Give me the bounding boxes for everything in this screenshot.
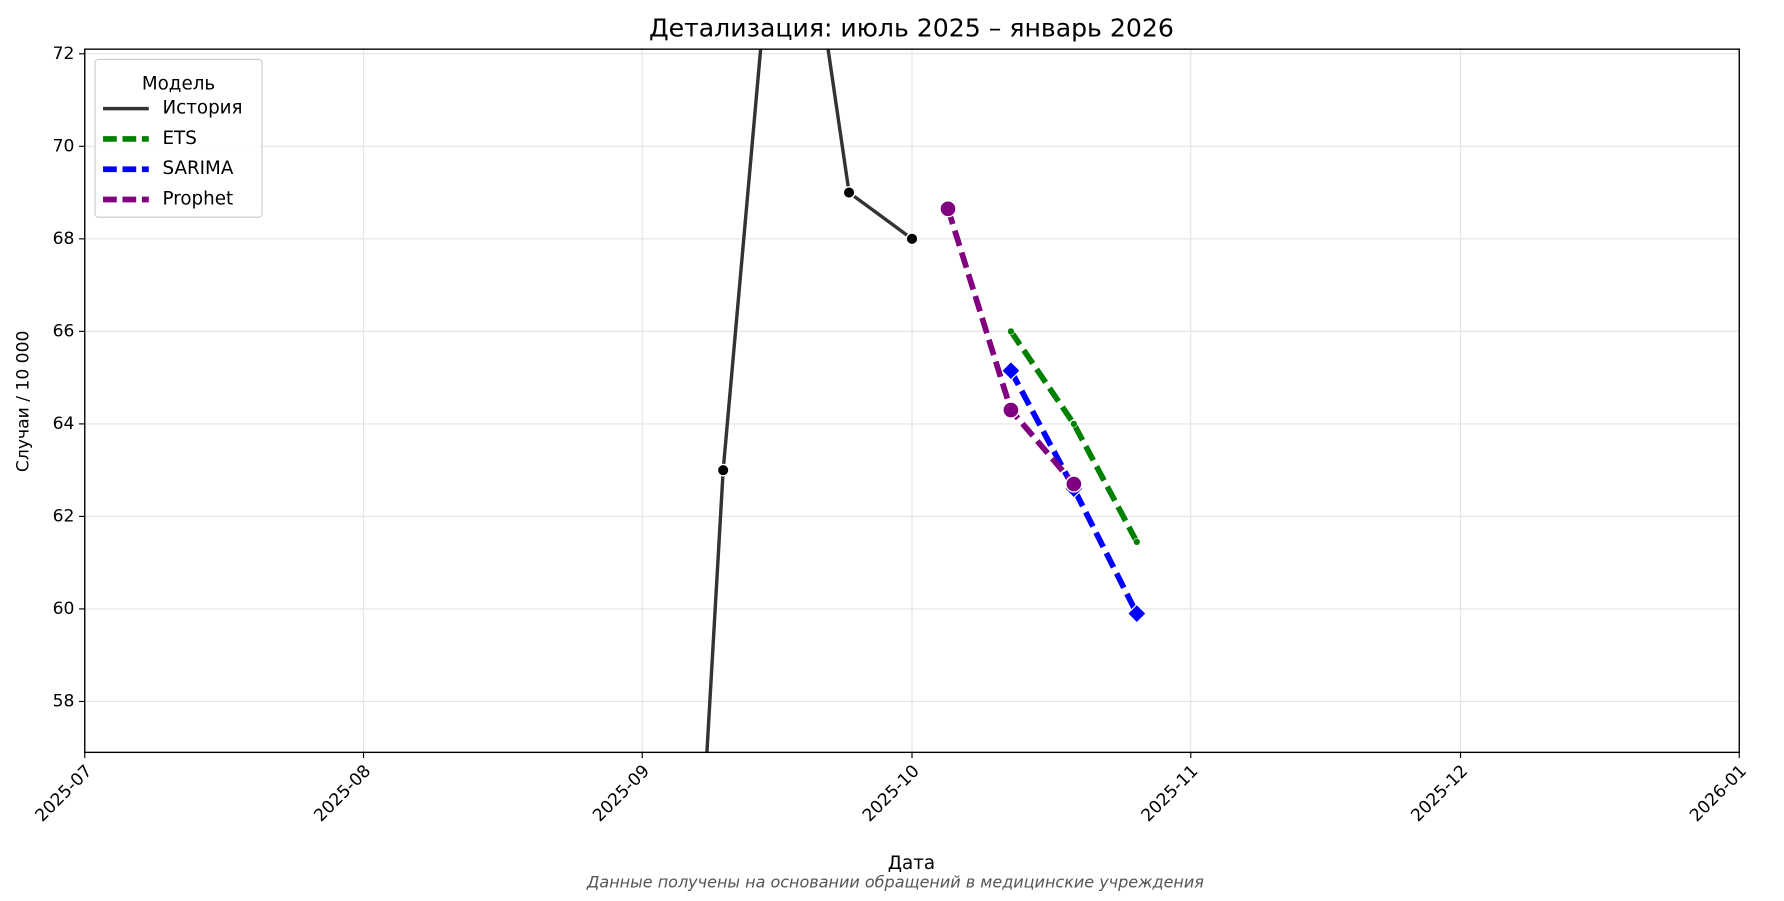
y-tick-label: 58 (53, 691, 75, 711)
x-tick-label: 2025-11 (1138, 761, 1203, 826)
y-tick-label: 60 (53, 599, 75, 619)
y-tick-label: 64 (53, 414, 75, 434)
series (1007, 327, 1141, 546)
series-line (945, 207, 1077, 486)
legend-label: История (163, 98, 243, 119)
y-tick-label: 70 (53, 136, 75, 156)
marker (1002, 401, 1020, 419)
x-tick-label: 2025-07 (32, 761, 97, 826)
x-tick-label: 2025-08 (310, 761, 375, 826)
series-line (1008, 329, 1140, 544)
x-tick-label: 2025-12 (1407, 761, 1472, 826)
marker (1070, 420, 1078, 428)
marker (905, 232, 919, 246)
x-tick-label: 2025-10 (859, 761, 924, 826)
grid (84, 49, 1740, 753)
marker (842, 186, 856, 199)
y-tick-label: 66 (53, 321, 75, 341)
marker (1007, 327, 1015, 336)
series (705, 49, 919, 753)
axes: 58 60 62 64 66 68 70 72 2025-07 2025-08 2025-09 202… (32, 44, 1751, 826)
series-line (705, 49, 914, 753)
legend-label: SARIMA (163, 158, 234, 179)
legend: Модель История ETS SARIMA Prophet (94, 58, 263, 218)
marker (939, 200, 957, 218)
legend-label: Prophet (163, 189, 234, 210)
marker (1000, 360, 1021, 381)
y-tick-label: 72 (53, 44, 75, 64)
plot-area (705, 49, 1147, 753)
legend-title: Модель (142, 74, 215, 95)
chart-title: Детализация: июль 2025 – январь 2026 (649, 14, 1174, 43)
series (939, 200, 1083, 493)
marker (1065, 475, 1083, 493)
legend-box (94, 58, 263, 218)
marker (716, 463, 730, 477)
y-tick-label: 62 (53, 506, 75, 526)
x-axis-label: Дата (888, 853, 935, 874)
marker (1133, 538, 1141, 546)
caption: Данные получены на основании обращений в… (586, 872, 1204, 891)
x-tick-label: 2026-01 (1686, 761, 1751, 826)
legend-label: ETS (163, 128, 197, 149)
y-axis-label: Случаи / 10 000 (14, 331, 34, 472)
y-tick-label: 68 (53, 229, 75, 249)
marker (1126, 603, 1147, 624)
x-tick-label: 2025-09 (589, 761, 654, 826)
